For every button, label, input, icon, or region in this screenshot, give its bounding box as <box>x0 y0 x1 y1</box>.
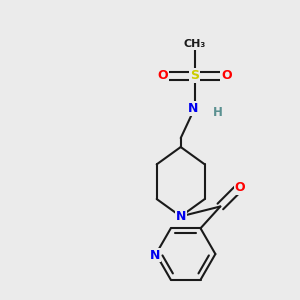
Text: O: O <box>235 181 245 194</box>
Text: H: H <box>212 106 222 119</box>
Text: N: N <box>150 248 160 262</box>
Text: CH₃: CH₃ <box>184 39 206 49</box>
Text: S: S <box>190 69 199 82</box>
Text: O: O <box>221 69 232 82</box>
Text: N: N <box>188 102 198 115</box>
Text: N: N <box>176 210 186 223</box>
Text: O: O <box>158 69 168 82</box>
